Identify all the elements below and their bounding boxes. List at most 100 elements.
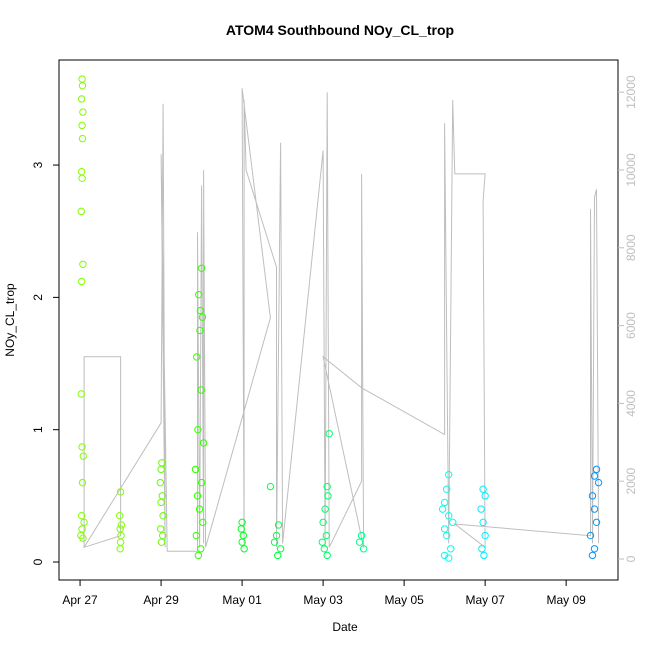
point: [586, 531, 595, 540]
point: [156, 525, 165, 533]
y2-tick-label: 0: [624, 555, 638, 562]
point: [481, 531, 489, 540]
point: [116, 538, 125, 546]
point: [78, 134, 87, 143]
point: [588, 551, 597, 560]
x-tick-label: May 03: [303, 593, 343, 607]
point: [157, 538, 166, 546]
point: [197, 264, 206, 272]
y-tick-label: 0: [31, 558, 45, 565]
point: [321, 505, 329, 513]
point: [444, 554, 453, 562]
point: [481, 492, 489, 500]
point: [324, 492, 332, 500]
point: [197, 478, 206, 487]
y2-tick-label: 2000: [624, 468, 638, 495]
point: [197, 386, 205, 394]
point: [592, 518, 601, 527]
point: [195, 505, 204, 513]
point: [442, 531, 451, 540]
point: [198, 313, 207, 321]
point: [444, 511, 453, 520]
point: [156, 478, 164, 487]
point: [193, 492, 202, 500]
point: [79, 260, 87, 268]
altitude-line: [82, 88, 600, 552]
point: [447, 545, 455, 553]
y2-tick-label: 10000: [624, 153, 638, 187]
point: [440, 525, 449, 533]
point: [195, 291, 203, 299]
point: [79, 108, 87, 116]
point: [590, 505, 599, 513]
y-axis-label: NOy_CL_trop: [3, 283, 17, 357]
point: [266, 482, 275, 491]
point: [590, 545, 599, 553]
y2-tick-label: 12000: [624, 75, 638, 109]
point: [442, 485, 451, 493]
x-tick-label: May 07: [465, 593, 505, 607]
point: [191, 465, 200, 474]
point: [478, 545, 486, 553]
y2-tick-label: 6000: [624, 312, 638, 339]
point: [194, 425, 202, 434]
point: [449, 518, 457, 527]
point: [480, 551, 488, 560]
point: [77, 167, 86, 176]
point: [116, 511, 124, 520]
point: [78, 478, 87, 487]
point: [440, 498, 449, 507]
x-tick-label: May 05: [384, 593, 424, 607]
point: [274, 521, 283, 529]
point: [192, 531, 201, 540]
point: [276, 545, 285, 553]
point: [196, 326, 204, 335]
plot-frame: [58, 59, 619, 581]
point: [199, 518, 207, 527]
point: [239, 531, 248, 540]
point: [194, 551, 203, 560]
point: [80, 518, 88, 527]
point: [78, 121, 86, 130]
point: [272, 531, 281, 540]
point: [438, 505, 447, 513]
point: [78, 443, 86, 451]
x-tick-label: Apr 29: [143, 593, 179, 607]
point: [77, 207, 85, 216]
point: [193, 353, 201, 361]
y-tick-label: 2: [31, 294, 45, 301]
point: [590, 472, 599, 480]
y-tick-label: 1: [31, 426, 45, 433]
point: [479, 485, 487, 493]
point: [320, 545, 329, 553]
x-tick-label: May 01: [222, 593, 262, 607]
point: [322, 531, 331, 540]
point: [117, 521, 126, 529]
point: [592, 465, 601, 474]
point: [270, 538, 279, 546]
point: [79, 534, 87, 542]
point: [116, 488, 125, 496]
point: [237, 525, 245, 533]
point: [77, 390, 85, 398]
point: [355, 538, 364, 546]
x-tick-label: Apr 27: [62, 593, 98, 607]
chart-title: ATOM4 Southbound NOy_CL_trop: [226, 22, 454, 38]
x-tick-label: May 09: [546, 593, 586, 607]
point: [78, 174, 86, 182]
point: [323, 482, 331, 491]
point: [199, 439, 208, 447]
point: [78, 75, 86, 83]
x-axis-label: Date: [332, 620, 358, 634]
y2-tick-label: 8000: [624, 234, 638, 261]
point: [588, 492, 597, 500]
point: [116, 545, 124, 553]
point: [240, 545, 248, 553]
point: [319, 518, 327, 527]
point: [323, 551, 331, 560]
point: [594, 478, 603, 487]
point: [274, 551, 282, 560]
point: [77, 95, 86, 103]
